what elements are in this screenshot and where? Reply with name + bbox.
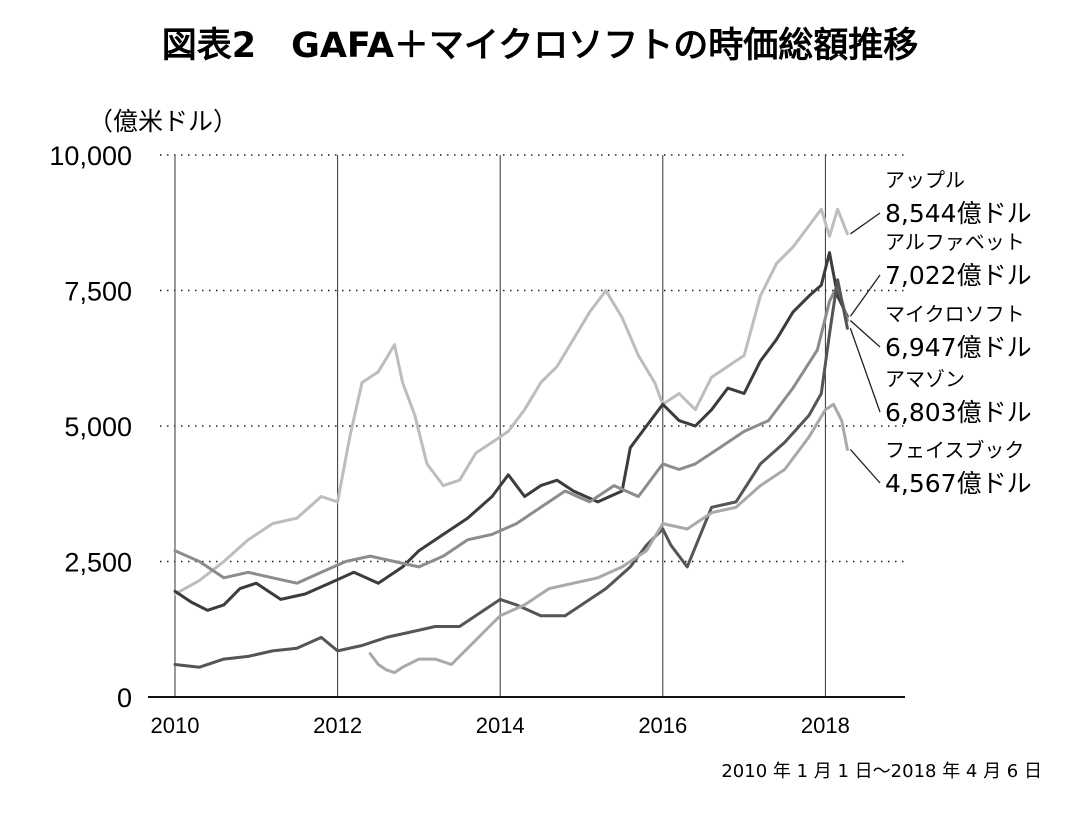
series-line-1 [173, 251, 849, 612]
series-value-label: 6,947億ドル [885, 333, 1032, 362]
series-lines [173, 207, 849, 675]
y-tick-labels: 0 2,500 5,000 7,500 10,000 [49, 141, 132, 713]
series-line-4 [368, 402, 849, 675]
x-tick-label: 2012 [313, 713, 362, 738]
y-unit-label: （億米ドル） [88, 107, 238, 136]
series-name-label: アップル [885, 168, 965, 192]
series-line-3 [173, 278, 849, 669]
series-line-2 [173, 283, 849, 585]
series-value-label: 6,803億ドル [885, 398, 1032, 427]
series-value-label: 7,022億ドル [885, 261, 1032, 290]
series-line-0 [173, 207, 849, 596]
gridlines [160, 154, 905, 697]
x-tick-label: 2010 [151, 713, 200, 738]
series-name-label: アマゾン [885, 367, 965, 391]
x-tick-label: 2018 [801, 713, 850, 738]
chart-title: 図表2 GAFA＋マイクロソフトの時価総額推移 [162, 26, 918, 66]
leader-line-2 [849, 319, 881, 348]
y-tick-label: 2,500 [64, 548, 132, 578]
x-tick-label: 2016 [638, 713, 687, 738]
leader-line-4 [849, 449, 881, 484]
series-name-label: アルファベット [885, 230, 1025, 254]
date-range-footnote: 2010 年 1 月 1 日〜2018 年 4 月 6 日 [721, 761, 1042, 782]
series-value-label: 8,544億ドル [885, 199, 1032, 228]
y-tick-label: 7,500 [64, 277, 132, 307]
series-value-label: 4,567億ドル [885, 469, 1032, 498]
y-tick-label: 0 [117, 683, 132, 713]
y-tick-label: 5,000 [64, 412, 132, 442]
leader-line-3 [849, 328, 881, 413]
x-tick-labels: 2010 2012 2014 2016 2018 [151, 713, 850, 738]
x-tick-label: 2014 [476, 713, 525, 738]
leader-line-1 [849, 274, 881, 317]
leader-line-0 [849, 212, 881, 235]
series-name-label: マイクロソフト [885, 302, 1025, 326]
series-name-label: フェイスブック [885, 438, 1024, 462]
y-tick-label: 10,000 [49, 141, 132, 171]
